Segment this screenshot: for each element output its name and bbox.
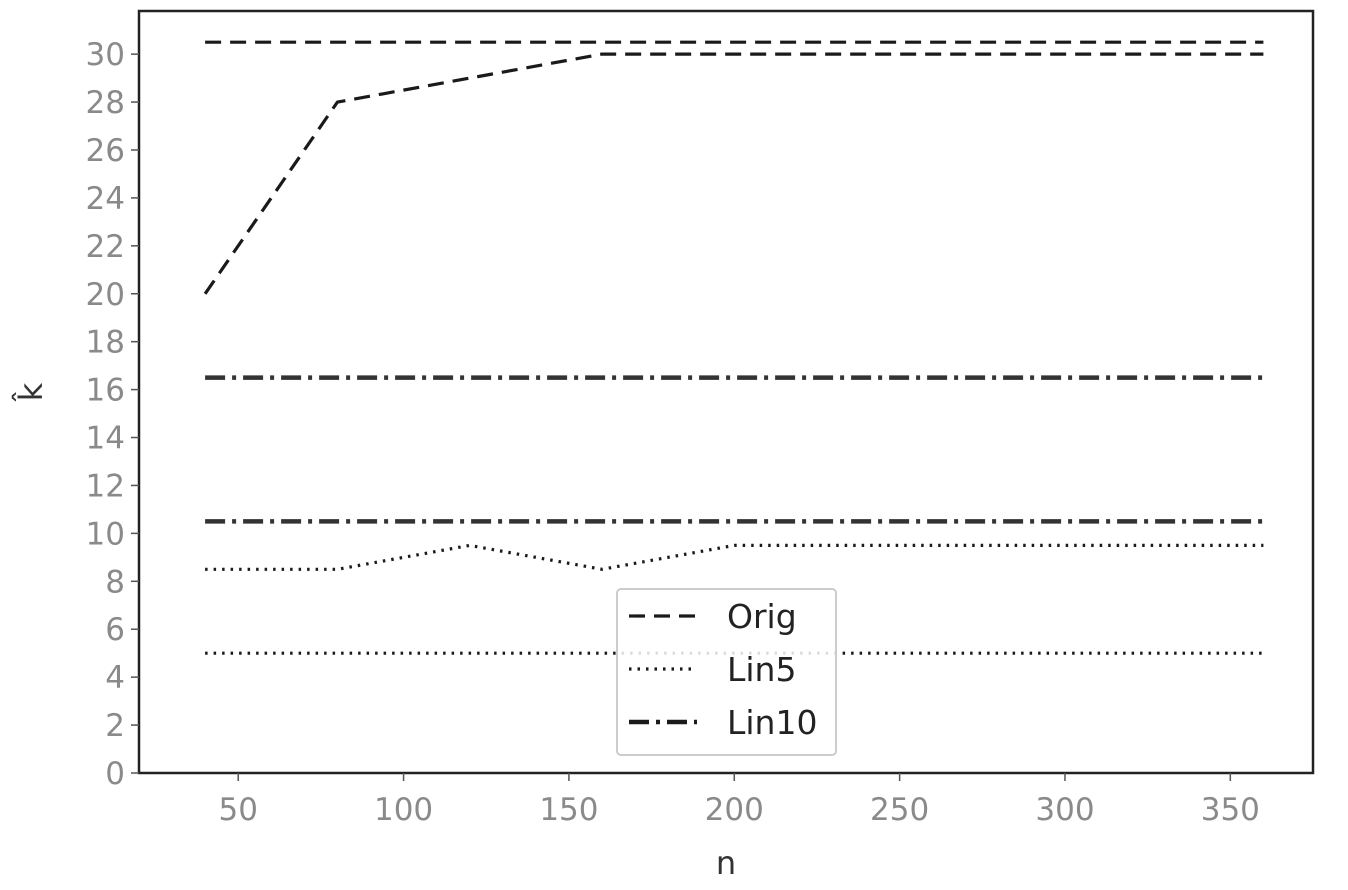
y-tick-label: 0 [105, 756, 125, 792]
y-tick-label: 14 [86, 421, 125, 457]
x-tick-label: 350 [1201, 792, 1260, 828]
legend-label: Lin10 [727, 703, 817, 742]
y-tick-label: 20 [86, 277, 125, 313]
y-tick-label: 2 [105, 708, 125, 744]
x-axis-ticks: 50 100 150 200 250 300 350 [218, 773, 1260, 828]
legend: Orig Lin5 Lin10 [616, 588, 837, 756]
x-tick-label: 150 [539, 792, 598, 828]
y-tick-label: 26 [86, 133, 125, 169]
y-tick-label: 24 [86, 181, 125, 217]
x-tick-label: 50 [218, 792, 257, 828]
x-tick-label: 300 [1035, 792, 1094, 828]
y-tick-label: 16 [86, 373, 125, 409]
y-tick-label: 8 [105, 564, 125, 600]
x-tick-label: 250 [870, 792, 929, 828]
y-tick-label: 4 [105, 660, 125, 696]
x-tick-label: 200 [705, 792, 764, 828]
plot-frame [137, 9, 1315, 775]
y-axis-title: k̂ [12, 382, 50, 402]
y-tick-label: 10 [86, 516, 125, 552]
legend-label: Lin5 [727, 650, 796, 689]
y-tick-label: 6 [105, 612, 125, 648]
legend-label: Orig [727, 597, 797, 636]
y-tick-label: 22 [86, 229, 125, 265]
series-line-dotted-3 [205, 543, 1264, 571]
series-line-dashed-1 [203, 52, 1264, 295]
x-tick-label: 100 [374, 792, 433, 828]
x-axis-title: n [716, 844, 736, 882]
y-tick-label: 18 [86, 325, 125, 361]
y-tick-label: 12 [86, 468, 125, 504]
y-tick-label: 28 [86, 85, 125, 121]
legend-box [616, 588, 837, 756]
y-tick-label: 30 [86, 37, 125, 73]
